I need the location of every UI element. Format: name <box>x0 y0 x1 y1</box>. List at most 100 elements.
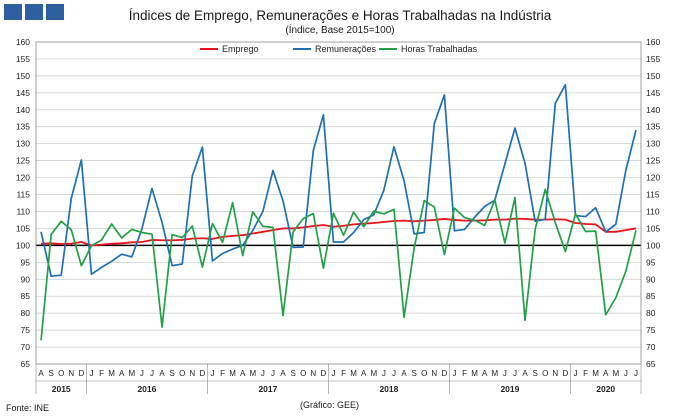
x-tick-label: N <box>310 369 316 378</box>
x-tick-label: N <box>68 369 74 378</box>
x-tick-label: J <box>261 369 265 378</box>
year-label: 2020 <box>596 384 615 394</box>
x-tick-label: M <box>108 369 115 378</box>
x-tick-label: A <box>38 369 44 378</box>
x-tick-label: S <box>411 369 416 378</box>
x-tick-label: O <box>421 369 427 378</box>
x-tick-label: M <box>229 369 236 378</box>
y-tick-label-left: 135 <box>16 122 30 132</box>
x-tick-label: D <box>199 369 205 378</box>
x-tick-label: F <box>341 369 346 378</box>
grid <box>36 58 641 348</box>
y-tick-label-left: 75 <box>21 325 31 335</box>
x-tick-label: M <box>491 369 498 378</box>
chart-title: Índices de Emprego, Remunerações e Horas… <box>128 8 552 23</box>
x-tick-label: M <box>612 369 619 378</box>
y-tick-label-right: 135 <box>646 122 660 132</box>
y-tick-label-right: 145 <box>646 88 660 98</box>
x-tick-label: M <box>471 369 478 378</box>
year-label: 2015 <box>52 384 71 394</box>
y-tick-label-right: 140 <box>646 105 660 115</box>
year-label: 2016 <box>137 384 156 394</box>
x-tick-label: O <box>58 369 64 378</box>
y-tick-label-right: 85 <box>646 291 656 301</box>
x-tick-label: A <box>240 369 246 378</box>
x-tick-label: M <box>350 369 357 378</box>
logo <box>4 4 64 20</box>
y-tick-label-left: 85 <box>21 291 31 301</box>
y-tick-label-left: 110 <box>16 206 30 216</box>
y-tick-label-left: 70 <box>21 342 31 352</box>
x-tick-label: F <box>462 369 467 378</box>
x-tick-label: M <box>370 369 377 378</box>
x-tick-label: S <box>532 369 537 378</box>
series-line-horas-trabalhadas <box>40 188 637 341</box>
y-tick-label-right: 95 <box>646 257 656 267</box>
legend-label: Horas Trabalhadas <box>401 44 478 54</box>
y-tick-label-left: 120 <box>16 173 30 183</box>
y-tick-label-right: 150 <box>646 71 660 81</box>
x-tick-label: J <box>503 369 507 378</box>
x-tick-label: A <box>280 369 286 378</box>
x-tick-label: O <box>179 369 185 378</box>
y-tick-label-left: 155 <box>16 54 30 64</box>
y-tick-label-right: 65 <box>646 359 656 369</box>
logo-block <box>4 4 22 20</box>
y-tick-label-left: 80 <box>21 308 31 318</box>
y-tick-label-left: 90 <box>21 274 31 284</box>
x-tick-label: O <box>300 369 306 378</box>
logo-block <box>46 4 64 20</box>
y-tick-label-left: 95 <box>21 257 31 267</box>
x-tick-label: J <box>271 369 275 378</box>
x-tick-label: J <box>150 369 154 378</box>
x-tick-label: N <box>189 369 195 378</box>
x-tick-label: O <box>542 369 548 378</box>
y-tick-label-right: 90 <box>646 274 656 284</box>
year-label: 2017 <box>258 384 277 394</box>
x-tick-label: N <box>431 369 437 378</box>
x-tick-label: S <box>169 369 174 378</box>
y-tick-label-right: 160 <box>646 37 660 47</box>
x-tick-label: J <box>210 369 214 378</box>
y-tick-label-left: 130 <box>16 139 30 149</box>
y-tick-label-right: 75 <box>646 325 656 335</box>
y-tick-label-left: 105 <box>16 223 30 233</box>
legend: Emprego Remunerações Horas Trabalhadas <box>200 44 478 54</box>
y-tick-label-right: 100 <box>646 240 660 250</box>
y-tick-label-right: 80 <box>646 308 656 318</box>
x-tick-label: J <box>634 369 638 378</box>
y-tick-label-left: 100 <box>16 240 30 250</box>
x-tick-label: J <box>452 369 456 378</box>
series-layer <box>40 83 637 341</box>
chart-credit: (Gráfico: GEE) <box>300 400 360 410</box>
y-tick-label-left: 125 <box>16 156 30 166</box>
y-tick-label-left: 145 <box>16 88 30 98</box>
x-tick-label: J <box>392 369 396 378</box>
x-tick-label: M <box>249 369 256 378</box>
series-line-remunera-es <box>40 83 637 278</box>
logo-block <box>25 4 43 20</box>
x-tick-label: A <box>119 369 125 378</box>
x-tick-label: J <box>382 369 386 378</box>
x-tick-label: F <box>583 369 588 378</box>
y-tick-label-right: 120 <box>646 173 660 183</box>
x-tick-label: J <box>140 369 144 378</box>
x-tick-label: D <box>441 369 447 378</box>
y-tick-label-left: 115 <box>16 190 30 200</box>
x-tick-label: J <box>89 369 93 378</box>
x-tick-label: N <box>552 369 558 378</box>
y-tick-label-right: 110 <box>646 206 660 216</box>
x-tick-label: F <box>99 369 104 378</box>
y-axis-left: 65 70 75 80 85 90 95 100 105 110 115 120 125 130 135 14… <box>16 37 30 369</box>
x-tick-label: A <box>401 369 407 378</box>
x-tick-label: M <box>592 369 599 378</box>
y-tick-label-right: 115 <box>646 190 660 200</box>
x-tick-label: D <box>320 369 326 378</box>
legend-label: Remunerações <box>315 44 377 54</box>
year-label: 2019 <box>500 384 519 394</box>
x-tick-label: J <box>573 369 577 378</box>
x-tick-label: J <box>513 369 517 378</box>
x-tick-label: J <box>331 369 335 378</box>
y-tick-label-right: 125 <box>646 156 660 166</box>
